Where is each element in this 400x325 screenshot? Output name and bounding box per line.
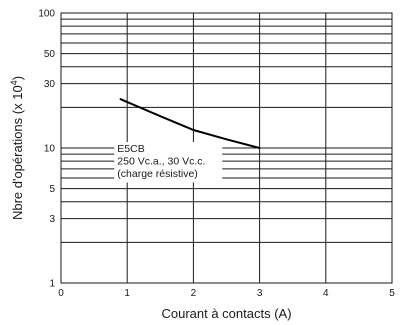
x-axis-title: Courant à contacts (A): [161, 306, 291, 321]
x-tick-label: 0: [58, 288, 64, 299]
x-tick-label: 2: [191, 288, 197, 299]
y-tick-label: 5: [49, 184, 55, 195]
series-layer: [119, 98, 261, 149]
y-axis-title-exponent: 4: [9, 80, 19, 85]
y-axis-title-close: ): [10, 76, 25, 80]
x-tick-labels: 0 1 2 3 4 5: [58, 288, 395, 299]
y-axis-title: Nbre d'opérations (x 104): [9, 76, 25, 220]
annotation-line-model: E5CB: [117, 143, 144, 155]
x-tick-label: 1: [124, 288, 130, 299]
x-tick-label: 4: [323, 288, 329, 299]
y-tick-label: 10: [44, 144, 56, 155]
plot-frame: [60, 12, 393, 284]
y-tick-label: 30: [44, 79, 56, 90]
annotation-line-load: (charge résistive): [117, 168, 198, 180]
x-tick-label: 5: [389, 288, 395, 299]
y-tick-label: 1: [49, 279, 55, 290]
series-line: [119, 98, 261, 149]
x-tick-label: 3: [257, 288, 263, 299]
y-gridlines: [61, 12, 392, 284]
y-axis-title-main: Nbre d'opérations (x 10: [10, 85, 25, 220]
y-tick-label: 100: [38, 9, 55, 20]
y-tick-label: 50: [44, 49, 56, 60]
annotation-background: [114, 142, 223, 183]
curve-annotation: E5CB 250 Vc.a., 30 Vc.c. (charge résisti…: [114, 142, 223, 183]
y-tick-labels: 1 3 5 10 30 50 100: [38, 9, 55, 290]
y-tick-label: 3: [49, 214, 55, 225]
annotation-line-voltage: 250 Vc.a., 30 Vc.c.: [117, 156, 205, 168]
